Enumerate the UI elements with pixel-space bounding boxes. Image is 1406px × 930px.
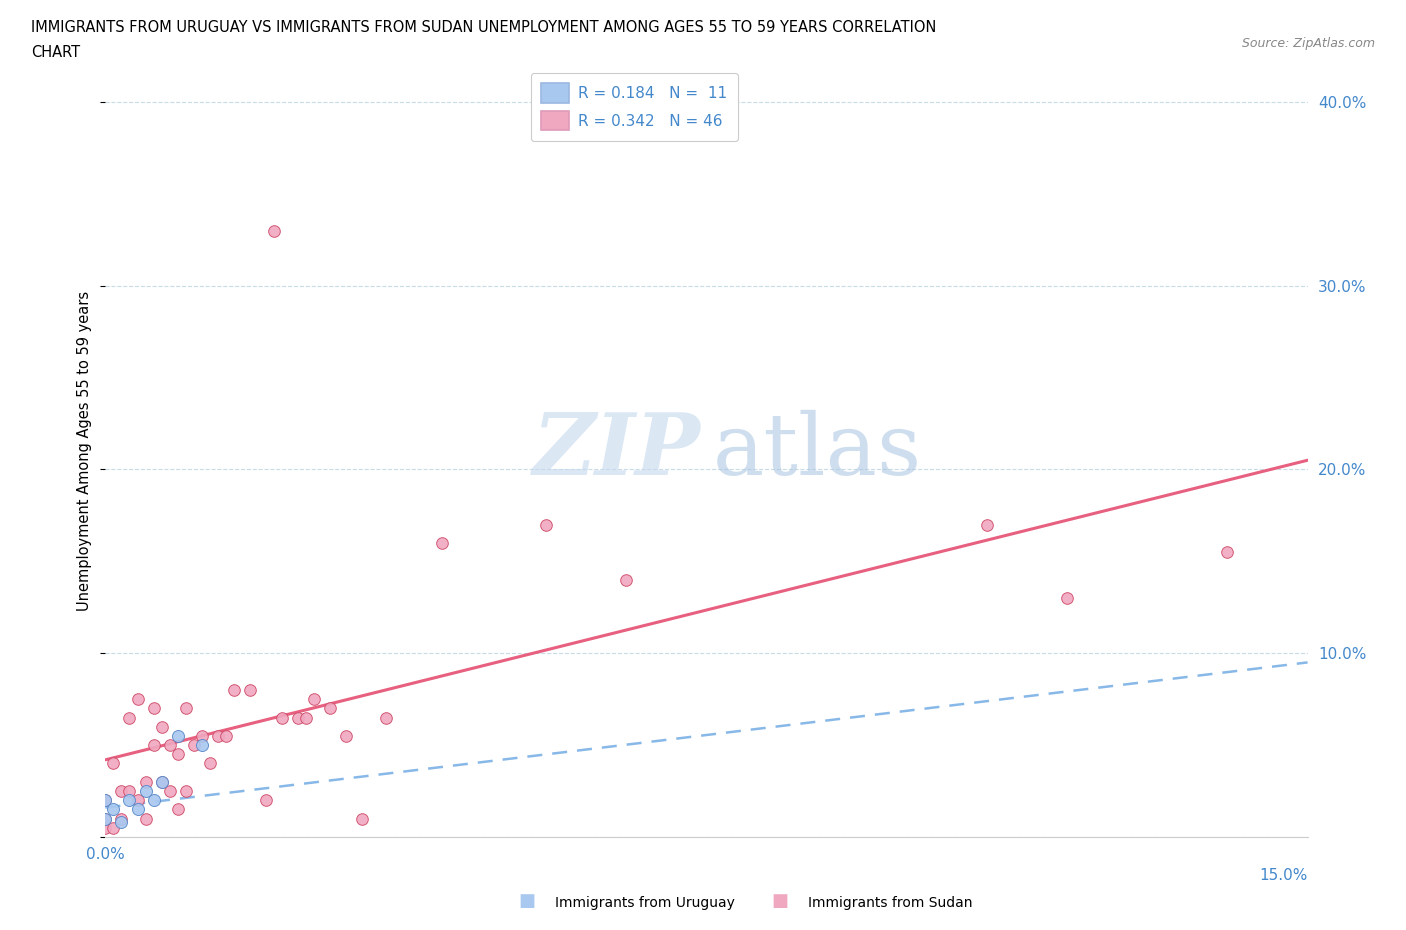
Point: [430, 536, 453, 551]
Text: 15.0%: 15.0%: [1260, 868, 1308, 883]
Point: [374, 711, 398, 725]
Point: [110, 815, 132, 830]
Point: [118, 792, 141, 807]
Point: [174, 701, 197, 716]
Point: [166, 728, 188, 743]
Point: [295, 711, 318, 725]
Point: [270, 711, 292, 725]
Point: [103, 820, 125, 835]
Point: [94, 811, 117, 826]
Point: [142, 701, 165, 716]
Point: [976, 517, 998, 532]
Text: CHART: CHART: [31, 45, 80, 60]
Point: [94, 820, 117, 835]
Point: [198, 756, 221, 771]
Text: Immigrants from Sudan: Immigrants from Sudan: [808, 896, 973, 910]
Point: [159, 737, 181, 752]
Point: [135, 784, 157, 799]
Point: [110, 811, 132, 826]
Point: [94, 811, 117, 826]
Point: [350, 811, 373, 826]
Point: [239, 683, 262, 698]
Point: [142, 737, 165, 752]
Text: Immigrants from Uruguay: Immigrants from Uruguay: [555, 896, 735, 910]
Point: [159, 784, 181, 799]
Point: [166, 802, 188, 817]
Point: [127, 802, 149, 817]
Point: [142, 792, 165, 807]
Point: [135, 775, 157, 790]
Point: [319, 701, 342, 716]
Point: [103, 756, 125, 771]
Text: ■: ■: [519, 892, 536, 910]
Point: [1216, 545, 1239, 560]
Point: [534, 517, 557, 532]
Point: [174, 784, 197, 799]
Point: [118, 711, 141, 725]
Point: [335, 728, 357, 743]
Text: atlas: atlas: [713, 409, 922, 493]
Y-axis label: Unemployment Among Ages 55 to 59 years: Unemployment Among Ages 55 to 59 years: [77, 291, 93, 611]
Point: [118, 784, 141, 799]
Point: [616, 572, 638, 587]
Text: ZIP: ZIP: [533, 409, 700, 493]
Point: [150, 775, 173, 790]
Point: [214, 728, 236, 743]
Point: [166, 747, 188, 762]
Point: [222, 683, 245, 698]
Point: [94, 792, 117, 807]
Point: [127, 692, 149, 707]
Point: [190, 728, 212, 743]
Point: [254, 792, 277, 807]
Point: [1056, 591, 1078, 605]
Text: IMMIGRANTS FROM URUGUAY VS IMMIGRANTS FROM SUDAN UNEMPLOYMENT AMONG AGES 55 TO 5: IMMIGRANTS FROM URUGUAY VS IMMIGRANTS FR…: [31, 20, 936, 35]
Point: [190, 737, 212, 752]
Point: [287, 711, 309, 725]
Point: [150, 719, 173, 734]
Point: [150, 775, 173, 790]
Point: [263, 223, 285, 238]
Legend: R = 0.184   N =  11, R = 0.342   N = 46: R = 0.184 N = 11, R = 0.342 N = 46: [531, 73, 738, 141]
Point: [94, 792, 117, 807]
Point: [127, 792, 149, 807]
Point: [135, 811, 157, 826]
Point: [207, 728, 229, 743]
Point: [103, 802, 125, 817]
Text: Source: ZipAtlas.com: Source: ZipAtlas.com: [1241, 37, 1375, 50]
Text: ■: ■: [772, 892, 789, 910]
Point: [302, 692, 325, 707]
Point: [183, 737, 205, 752]
Point: [110, 784, 132, 799]
